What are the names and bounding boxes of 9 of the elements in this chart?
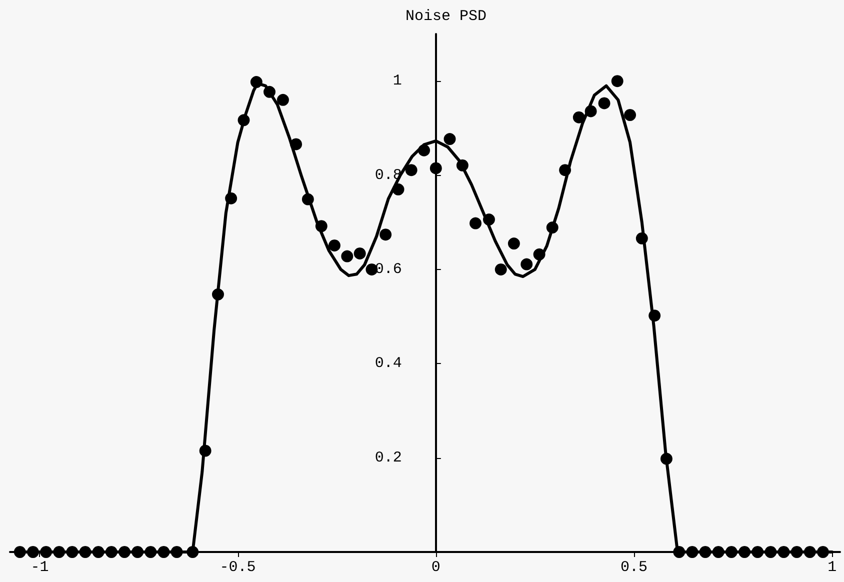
- x-tick-label: -1: [30, 559, 49, 576]
- y-tick-label: 1: [392, 72, 402, 90]
- x-tick-label: 0: [431, 559, 440, 576]
- x-tick-label: 1: [828, 559, 837, 576]
- chart-title: Noise PSD: [405, 8, 487, 25]
- y-tick-label: 0.4: [374, 355, 402, 372]
- x-tick-label: 0.5: [620, 559, 648, 576]
- y-tick-label: 0.2: [374, 449, 402, 466]
- x-tick-label: -0.5: [220, 559, 256, 576]
